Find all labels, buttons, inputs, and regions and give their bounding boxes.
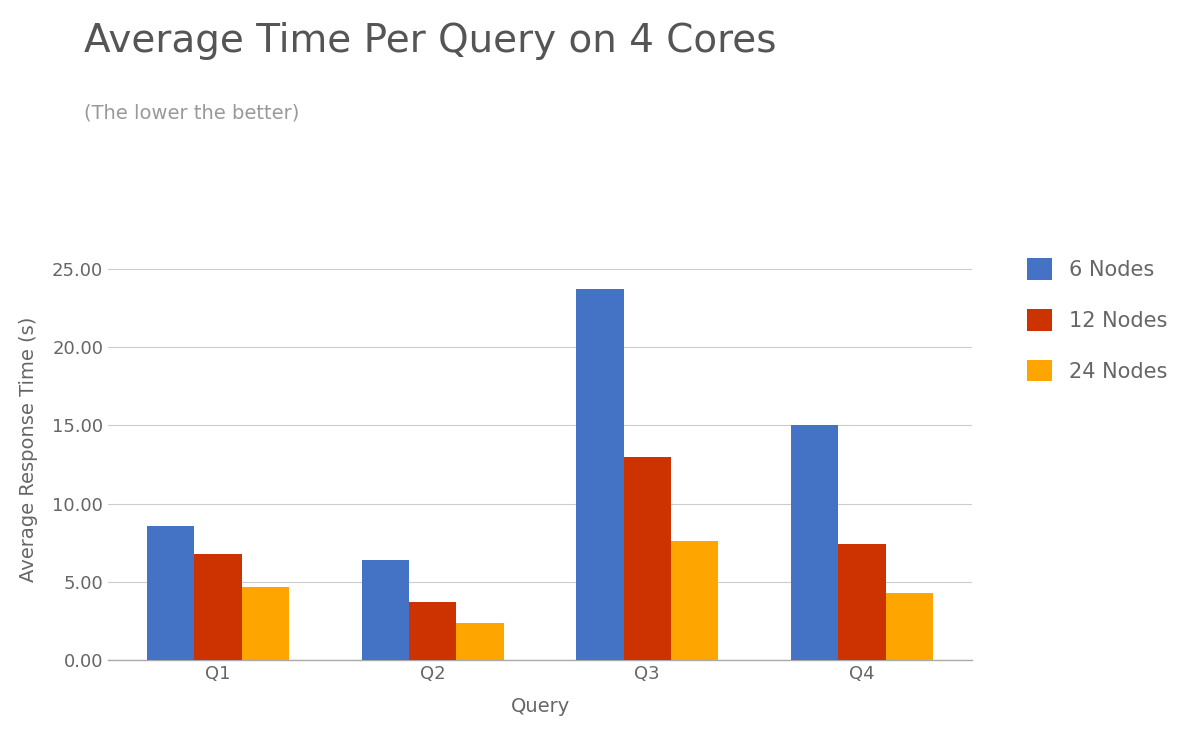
Legend: 6 Nodes, 12 Nodes, 24 Nodes: 6 Nodes, 12 Nodes, 24 Nodes [1016,248,1178,393]
Bar [839,545,886,660]
Bar [576,289,624,660]
Bar [624,457,671,660]
Y-axis label: Average Response Time (s): Average Response Time (s) [19,316,38,582]
Bar [148,525,194,660]
X-axis label: Query: Query [510,697,570,716]
Bar [194,554,241,660]
Bar [456,623,504,660]
Bar [671,542,718,660]
Bar [409,603,456,660]
Bar [362,560,409,660]
Bar [791,425,839,660]
Bar [241,587,289,660]
Text: (The lower the better): (The lower the better) [84,104,299,123]
Bar [886,593,932,660]
Text: Average Time Per Query on 4 Cores: Average Time Per Query on 4 Cores [84,22,776,60]
